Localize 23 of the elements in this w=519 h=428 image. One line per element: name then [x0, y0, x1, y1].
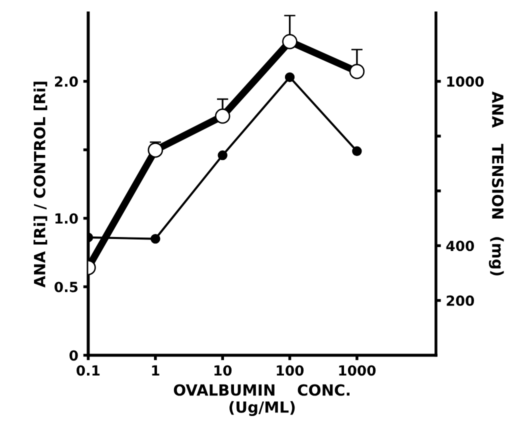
y2-tick-label: 200 [446, 295, 474, 306]
point [282, 34, 298, 50]
y2-axis-title: ANA TENSION (mg) [488, 91, 504, 276]
x-tick-label: 100 [276, 365, 304, 376]
x-tick-label: 10 [214, 365, 232, 376]
y-axis-title: ANA [Ri] / CONTROL [Ri] [34, 82, 48, 288]
x-tick-label: 1000 [339, 365, 376, 376]
x-tick-label: 0.1 [76, 365, 100, 376]
y-tick-label: 1.0 [55, 213, 78, 224]
y-tick-label: 0.5 [54, 282, 78, 292]
point [148, 142, 164, 158]
x-tick-label: 1 [152, 365, 160, 376]
y2-tick-label: 1000 [447, 76, 484, 87]
point [150, 234, 160, 244]
point [218, 150, 228, 160]
y-tick-label: 0 [70, 350, 78, 361]
point [352, 146, 362, 156]
y-tick-label: 2.0 [55, 76, 78, 87]
point [214, 108, 230, 124]
point [284, 72, 295, 82]
y2-tick-label: 400 [446, 240, 474, 252]
point [349, 64, 365, 80]
x-axis-title: OVALBUMIN CONC. (Ug/ML) [174, 384, 350, 416]
